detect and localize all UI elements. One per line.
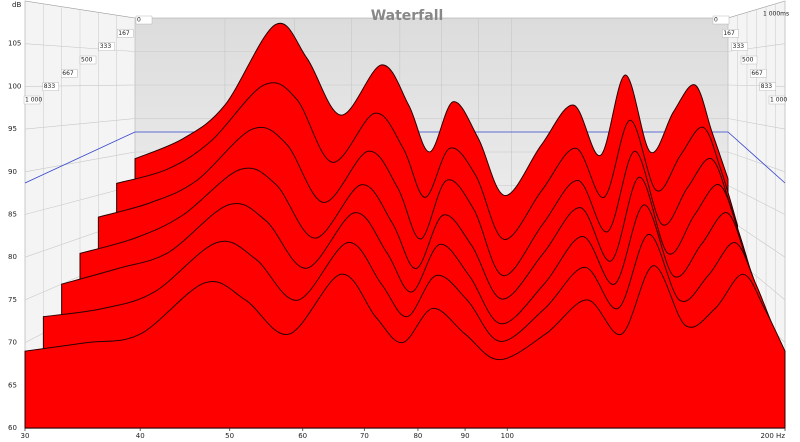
time-tick-label: 167	[118, 30, 130, 37]
x-tick-label: 40	[136, 432, 145, 440]
time-tick-label: 500	[742, 57, 754, 64]
time-label-box	[750, 69, 767, 78]
time-label-box	[98, 42, 115, 51]
time-label-box	[740, 55, 758, 65]
x-tick-label: 60	[298, 432, 307, 440]
reference-line	[24, 131, 786, 184]
time-tick-label: 667	[62, 70, 74, 77]
time-tick-label: 0	[714, 17, 718, 24]
x-tick-label: 200 Hz	[760, 432, 785, 440]
time-tick-label: 833	[44, 83, 56, 90]
time-tick-label: 1 000	[25, 97, 42, 104]
y-tick-label: 75	[8, 296, 17, 304]
time-tick-label: 667	[751, 70, 763, 77]
y-tick-label: 70	[8, 339, 17, 347]
time-tick-label: 0	[137, 17, 141, 24]
x-tick-label: 90	[461, 432, 470, 440]
time-tick-label: 167	[723, 30, 735, 37]
time-label-box	[79, 55, 97, 65]
x-tick-label: 30	[21, 432, 30, 440]
time-label-box	[722, 29, 739, 38]
y-tick-label: 105	[8, 40, 21, 48]
time-tick-label: 333	[733, 43, 745, 50]
plot: 60 65 70 75 80 85 90 95 100 105 30 40 50 60 70 80 90 100 2…	[8, 0, 787, 440]
time-tick-label: 500	[81, 57, 93, 64]
time-label-box	[768, 95, 786, 105]
time-label-box	[42, 82, 59, 91]
x-tick-label: 50	[225, 432, 234, 440]
y-tick-label: 90	[8, 168, 17, 176]
slice	[24, 265, 786, 429]
chart-title: Waterfall	[371, 8, 444, 24]
y-tick-label: 85	[8, 211, 17, 219]
x-tick-label: 80	[413, 432, 422, 440]
time-label-box	[731, 42, 748, 51]
y-tick-label: 100	[8, 82, 21, 90]
time-label-box	[23, 95, 41, 105]
time-label-box	[135, 15, 153, 25]
time-label-box	[759, 82, 776, 91]
time-tick-label: 833	[761, 83, 773, 90]
y-tick-label: 65	[8, 381, 17, 389]
y-tick-label: 95	[8, 125, 17, 133]
time-tick-label: 1 000	[770, 97, 787, 104]
y-tick-label: 60	[8, 424, 17, 432]
x-tick-label: 100	[501, 432, 514, 440]
time-label-box	[61, 69, 78, 78]
time-tick-label: 333	[100, 43, 112, 50]
time-unit-label: 1 000ms	[763, 11, 789, 18]
x-tick-label: 70	[360, 432, 369, 440]
y-tick-label: 80	[8, 253, 17, 261]
y-axis-label: dB	[12, 1, 21, 9]
time-label-box	[117, 29, 134, 38]
time-label-box	[712, 15, 730, 25]
